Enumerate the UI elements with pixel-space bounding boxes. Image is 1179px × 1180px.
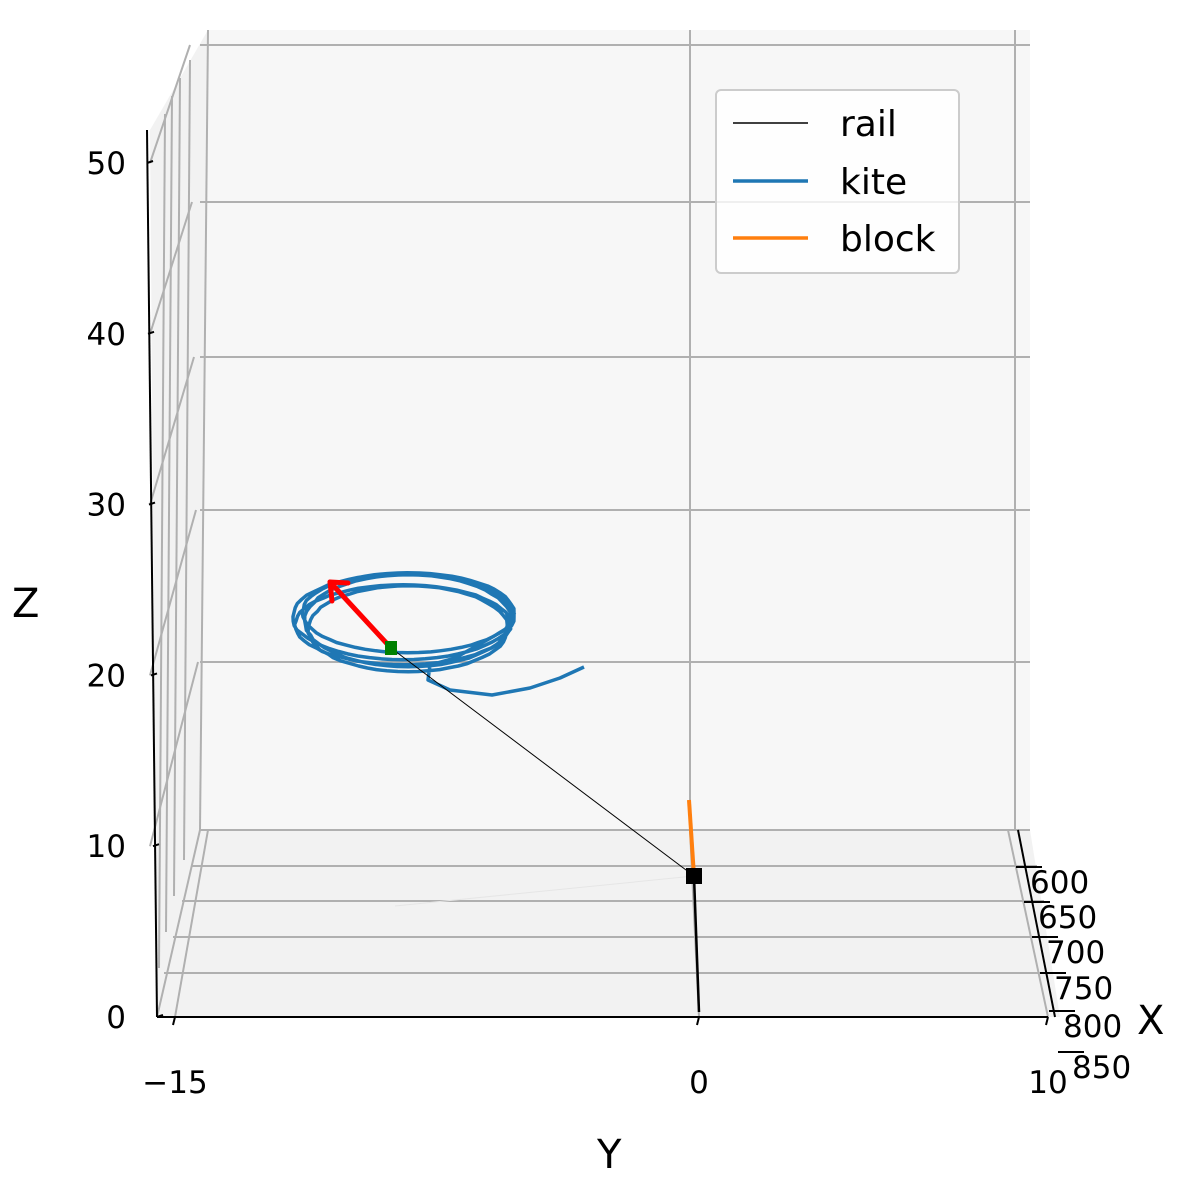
x-tick-label: 750	[1054, 971, 1113, 1007]
z-tick-label: 30	[87, 488, 126, 524]
y-tick-mark	[1046, 1017, 1048, 1025]
y-tick-mark	[697, 1017, 699, 1025]
y-axis-label: Y	[596, 1132, 622, 1178]
x-tick-label: 650	[1038, 900, 1097, 936]
floor-pane	[157, 830, 1060, 1017]
kite-marker	[385, 641, 397, 655]
legend-label-kite: kite	[840, 162, 907, 203]
z-tick-label: 20	[87, 658, 126, 694]
x-axis-label: X	[1137, 998, 1164, 1044]
z-tick-label: 40	[87, 317, 126, 353]
x-tick-label: 700	[1046, 935, 1105, 971]
y-tick-label: 0	[689, 1065, 709, 1101]
legend-label-block: block	[840, 219, 936, 260]
x-tick-label: 850	[1072, 1050, 1131, 1086]
x-tick-label: 800	[1063, 1009, 1122, 1045]
z-axis-label: Z	[12, 581, 39, 627]
legend-label-rail: rail	[840, 104, 897, 145]
x-tick-label: 600	[1030, 865, 1089, 901]
z-tick-label: 50	[87, 146, 126, 182]
block-marker	[686, 868, 702, 884]
y-tick-mark	[173, 1017, 175, 1025]
y-tick-label: −15	[142, 1065, 207, 1101]
z-tick-label: 10	[87, 829, 126, 865]
z-tick-label: 0	[106, 1000, 126, 1036]
y-tick-label: 10	[1028, 1065, 1067, 1101]
legend: rail kite block	[716, 90, 959, 273]
